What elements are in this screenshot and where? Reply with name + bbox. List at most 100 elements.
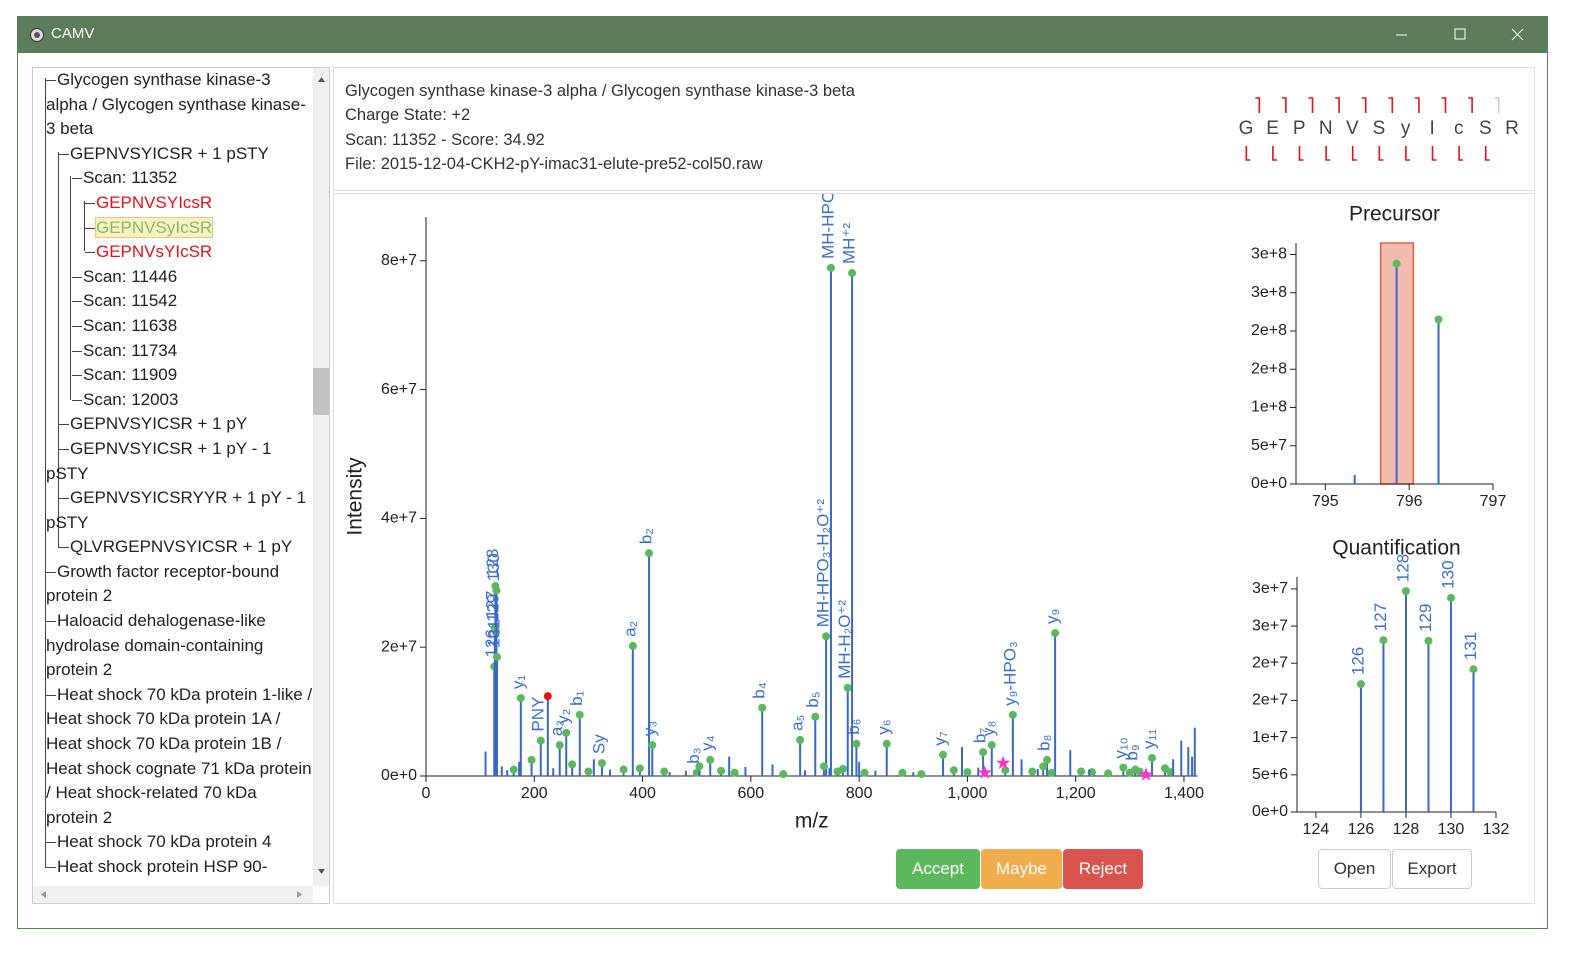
ion-label: b₁ [567, 690, 586, 705]
tree-label: GEPNVSyIcSR [94, 216, 214, 238]
tree-item[interactable]: GEPNVsYIcSR [33, 240, 313, 265]
tree-item[interactable]: GEPNVSYICSRYYR + 1 pY - 1 pSTY [33, 486, 313, 535]
tree-item[interactable]: Scan: 12003 [33, 388, 313, 413]
app-icon [30, 28, 44, 42]
peak-marker [1028, 767, 1037, 776]
tree-item[interactable]: GEPNVSYICSR + 1 pY - 1 pSTY [33, 437, 313, 486]
fragment-bracket [1308, 97, 1314, 113]
fragment-bracket [1272, 146, 1277, 161]
minimize-button[interactable] [1372, 16, 1430, 53]
peak-marker [758, 703, 767, 712]
tree-item[interactable]: Scan: 11352 [33, 166, 313, 191]
fragment-bracket [1405, 146, 1410, 161]
ion-label: y₁₀ [1111, 737, 1130, 758]
tree-connector [72, 399, 82, 401]
peak-marker [648, 741, 657, 750]
y-tick-label: 2e+7 [1252, 654, 1288, 671]
y-tick-label: 5e+6 [1252, 766, 1288, 783]
peak-marker [645, 549, 654, 558]
residue: c [1454, 118, 1464, 139]
fragment-bracket [1378, 146, 1384, 161]
peak-marker [987, 741, 996, 750]
ion-label: b₃ [684, 747, 703, 763]
peak-marker [492, 652, 501, 661]
tree-item[interactable]: Scan: 11638 [33, 314, 313, 339]
residue: P [1293, 118, 1306, 139]
y-tick-label: 1e+8 [1251, 399, 1287, 416]
tree-label: QLVRGEPNVSYICSR + 1 pY [70, 537, 293, 557]
tree-label: Heat shock 70 kDa protein 4 [57, 832, 272, 852]
tree-label: Glycogen synthase kinase-3 alpha / Glyco… [46, 70, 306, 139]
tree-item[interactable]: Haloacid dehalogenase-like hydrolase dom… [33, 609, 313, 683]
charge-state: Charge State: +2 [345, 106, 471, 124]
tree-item[interactable]: GEPNVSYIcsR [33, 191, 313, 216]
peak-marker [1434, 315, 1443, 324]
y-tick-label: 3e+8 [1251, 284, 1287, 301]
x-tick-label: 126 [1348, 821, 1375, 838]
peak-marker [852, 739, 861, 748]
tree-connector [46, 867, 56, 869]
ion-label: b₇ [971, 728, 990, 743]
tree-item[interactable]: Heat shock protein HSP 90- [33, 855, 313, 880]
tree-item[interactable]: Heat shock 70 kDa protein 4 [33, 830, 313, 855]
fragment-bracket [1484, 146, 1490, 161]
ion-label: y₈ [979, 721, 998, 737]
peak-marker [555, 741, 564, 750]
peak-marker [730, 768, 739, 777]
export-button[interactable]: Export [1392, 849, 1472, 889]
maximize-button[interactable] [1430, 16, 1488, 53]
peak-marker [979, 748, 988, 757]
x-tick-label: 1,400 [1164, 785, 1204, 802]
maybe-button[interactable]: Maybe [981, 849, 1062, 889]
star-marker [1138, 767, 1154, 781]
fragment-bracket [1361, 97, 1367, 113]
accept-button[interactable]: Accept [896, 849, 980, 889]
close-button[interactable] [1488, 16, 1546, 53]
peak-marker [509, 765, 518, 774]
tree-item[interactable]: Scan: 11446 [33, 265, 313, 290]
fragment-bracket [1468, 97, 1473, 113]
fragment-bracket [1494, 97, 1500, 113]
ion-label: 131 [1461, 632, 1480, 660]
peak-marker [584, 767, 593, 776]
tree-item[interactable]: Scan: 11734 [33, 339, 313, 364]
peak-marker [811, 712, 820, 721]
tree-connector [72, 325, 82, 327]
tree-label: Heat shock 70 kDa protein 1-like / Heat … [46, 684, 313, 827]
tree-item[interactable]: GEPNVSYICSR + 1 pSTY [33, 142, 313, 167]
peak-marker [568, 760, 577, 769]
tree-connector [46, 621, 56, 623]
peak-marker [779, 770, 788, 779]
open-button[interactable]: Open [1318, 849, 1391, 889]
tree-connector [59, 498, 69, 500]
peak-marker [1039, 762, 1048, 771]
tree-label: GEPNVsYIcSR [96, 242, 213, 262]
tree-item[interactable]: QLVRGEPNVSYICSR + 1 pY [33, 535, 313, 560]
tree-item[interactable]: GEPNVSYICSR + 1 pY [33, 412, 313, 437]
tree-item[interactable]: Growth factor receptor-bound protein 2 [33, 560, 313, 609]
fragment-bracket [1441, 97, 1447, 113]
tree-item[interactable]: GEPNVSyIcSR [33, 216, 313, 241]
tree-item[interactable]: Scan: 11909 [33, 363, 313, 388]
ion-label: y₉ [1043, 609, 1062, 624]
x-tick-label: 1,000 [947, 785, 987, 802]
file-name: File: 2015-12-04-CKH2-pY-imac31-elute-pr… [345, 155, 763, 173]
x-tick-label: 400 [629, 785, 656, 802]
reject-button[interactable]: Reject [1063, 849, 1143, 889]
peak-marker [1446, 593, 1455, 602]
tree-item[interactable]: Scan: 11542 [33, 289, 313, 314]
tree-label: Scan: 11446 [83, 266, 178, 286]
peak-marker [1401, 587, 1410, 596]
peak-marker [843, 683, 852, 692]
tree-item[interactable]: Glycogen synthase kinase-3 alpha / Glyco… [33, 68, 313, 142]
y-tick-label: 1e+7 [1252, 729, 1288, 746]
tree-label: Scan: 11734 [83, 340, 178, 360]
ion-label: y₉-HPO₃ [1000, 641, 1019, 706]
tree-item[interactable]: Heat shock 70 kDa protein 1-like / Heat … [33, 683, 313, 831]
peak-marker [1392, 259, 1401, 268]
h-scrollbar[interactable] [33, 886, 313, 903]
scrollbar[interactable] [313, 68, 329, 886]
y-tick-label: 3e+7 [1252, 617, 1288, 634]
fragment-bracket [1335, 97, 1340, 113]
